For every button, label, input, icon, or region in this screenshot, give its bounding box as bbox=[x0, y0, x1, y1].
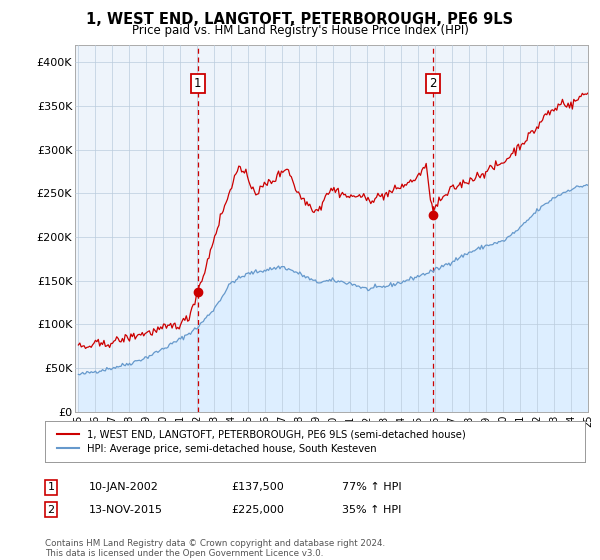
Text: 13-NOV-2015: 13-NOV-2015 bbox=[89, 505, 163, 515]
Text: 1: 1 bbox=[194, 77, 202, 90]
Text: 35% ↑ HPI: 35% ↑ HPI bbox=[342, 505, 401, 515]
Text: 1, WEST END, LANGTOFT, PETERBOROUGH, PE6 9LS: 1, WEST END, LANGTOFT, PETERBOROUGH, PE6… bbox=[86, 12, 514, 27]
Legend: 1, WEST END, LANGTOFT, PETERBOROUGH, PE6 9LS (semi-detached house), HPI: Average: 1, WEST END, LANGTOFT, PETERBOROUGH, PE6… bbox=[53, 425, 469, 458]
Text: 10-JAN-2002: 10-JAN-2002 bbox=[89, 482, 158, 492]
Text: 77% ↑ HPI: 77% ↑ HPI bbox=[342, 482, 401, 492]
Text: Price paid vs. HM Land Registry's House Price Index (HPI): Price paid vs. HM Land Registry's House … bbox=[131, 24, 469, 37]
Text: Contains HM Land Registry data © Crown copyright and database right 2024.
This d: Contains HM Land Registry data © Crown c… bbox=[45, 539, 385, 558]
Text: £225,000: £225,000 bbox=[231, 505, 284, 515]
Text: 2: 2 bbox=[429, 77, 437, 90]
Text: 2: 2 bbox=[47, 505, 55, 515]
Text: £137,500: £137,500 bbox=[231, 482, 284, 492]
Text: 1: 1 bbox=[47, 482, 55, 492]
